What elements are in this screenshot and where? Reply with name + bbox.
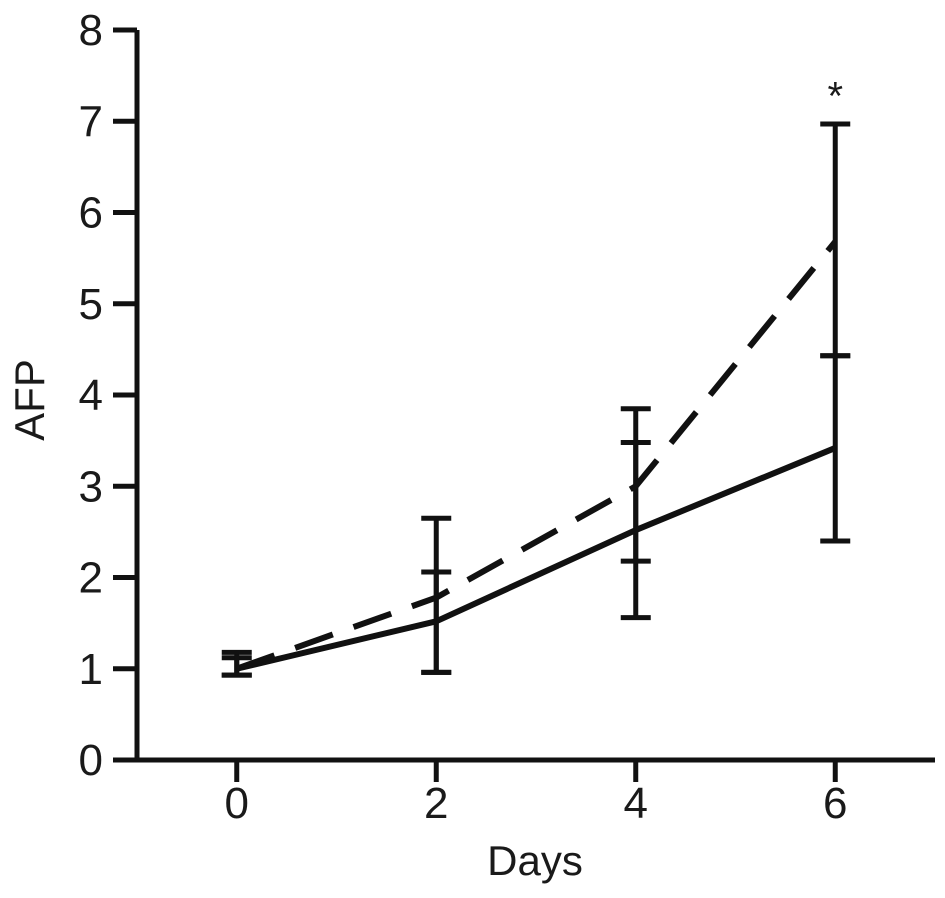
y-axis-label: AFP (6, 359, 53, 441)
x-axis-label: Days (487, 837, 583, 884)
y-tick-label-2: 2 (79, 554, 103, 603)
x-tick-label-6: 6 (823, 779, 847, 828)
y-tick-label-7: 7 (79, 97, 103, 146)
x-tick-label-0: 0 (225, 779, 249, 828)
y-tick-label-4: 4 (79, 371, 103, 420)
annotations: * (827, 74, 843, 118)
tick-labels: 0 1 2 3 4 5 6 7 8 0 2 4 6 (79, 6, 848, 828)
y-tick-label-1: 1 (79, 645, 103, 694)
series-line-solid (236, 445, 837, 672)
y-tick-label-5: 5 (79, 280, 103, 329)
axes (113, 27, 935, 782)
y-tick-label-8: 8 (79, 6, 103, 55)
series-line-dashed (235, 239, 838, 672)
x-tick-label-4: 4 (624, 779, 648, 828)
error-bars (221, 121, 851, 678)
y-tick-label-0: 0 (79, 736, 103, 785)
x-tick-label-2: 2 (424, 779, 448, 828)
y-tick-label-3: 3 (79, 462, 103, 511)
significance-asterisk: * (827, 74, 843, 118)
series-lines (235, 239, 838, 672)
y-tick-label-6: 6 (79, 189, 103, 238)
